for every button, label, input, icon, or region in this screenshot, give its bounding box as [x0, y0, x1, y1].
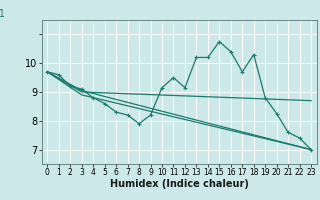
X-axis label: Humidex (Indice chaleur): Humidex (Indice chaleur) — [110, 179, 249, 189]
Text: 11: 11 — [0, 9, 6, 19]
